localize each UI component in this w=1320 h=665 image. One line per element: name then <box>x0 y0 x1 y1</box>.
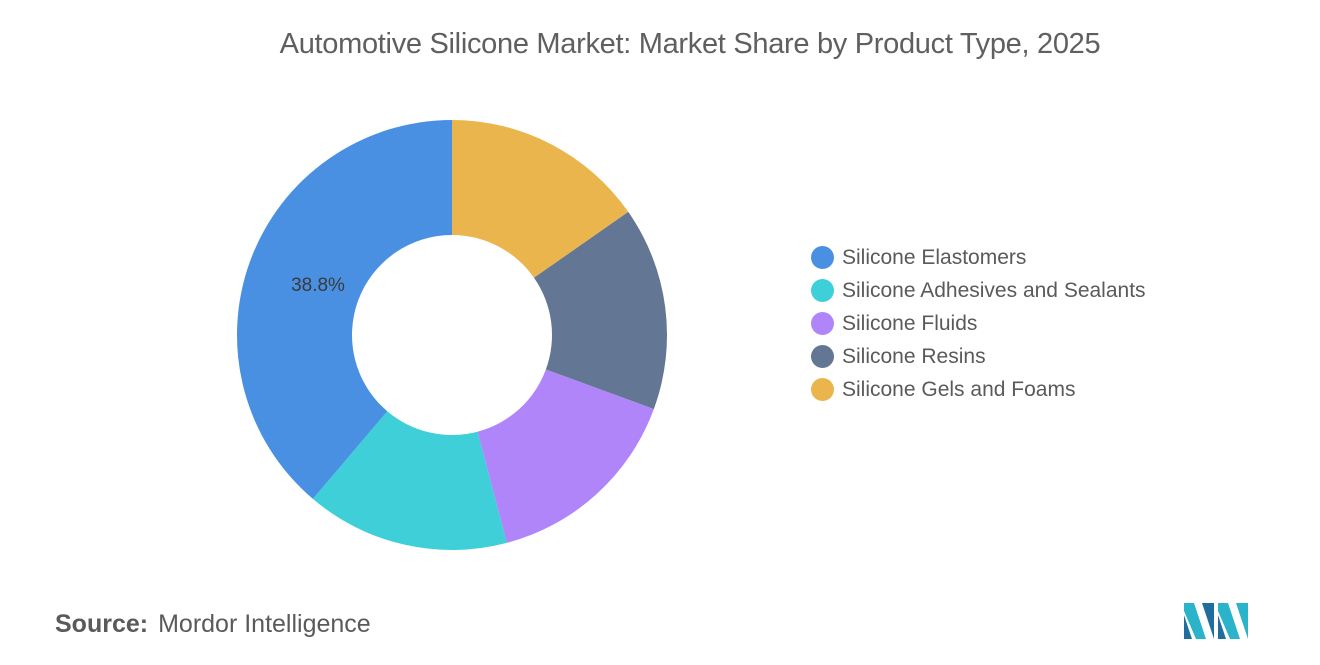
legend-item: Silicone Elastomers <box>811 241 1231 274</box>
slice-silicone-fluids <box>477 369 654 543</box>
legend-label: Silicone Gels and Foams <box>842 377 1076 401</box>
mordor-intelligence-logo-icon <box>1184 603 1248 639</box>
slice-label-silicone-elastomers: 38.8% <box>291 275 345 296</box>
legend-item: Silicone Fluids <box>811 307 1231 340</box>
legend-swatch <box>811 312 834 335</box>
legend-label: Silicone Resins <box>842 344 986 368</box>
legend-swatch <box>811 345 834 368</box>
legend-item: Silicone Resins <box>811 340 1231 373</box>
slice-silicone-adhesives-and-sealants <box>312 411 507 550</box>
source-value: Mordor Intelligence <box>158 610 371 638</box>
legend-label: Silicone Elastomers <box>842 245 1027 269</box>
legend-item: Silicone Gels and Foams <box>811 373 1231 406</box>
legend-label: Silicone Adhesives and Sealants <box>842 278 1146 302</box>
chart-legend: Silicone Elastomers Silicone Adhesives an… <box>811 241 1231 406</box>
chart-title: Automotive Silicone Market: Market Share… <box>279 28 1101 60</box>
source-note: Source: Mordor Intelligence <box>55 610 371 639</box>
legend-item: Silicone Adhesives and Sealants <box>811 274 1231 307</box>
legend-swatch <box>811 279 834 302</box>
legend-swatch <box>811 246 834 269</box>
source-label: Source: <box>55 610 149 638</box>
slice-silicone-elastomers <box>236 120 452 499</box>
legend-label: Silicone Fluids <box>842 311 978 335</box>
donut-slices <box>236 120 667 550</box>
donut-slice-labels: 38.8% <box>291 275 345 296</box>
slice-silicone-gels-and-foams <box>452 120 629 278</box>
slice-silicone-resins <box>533 211 667 410</box>
legend-swatch <box>811 378 834 401</box>
